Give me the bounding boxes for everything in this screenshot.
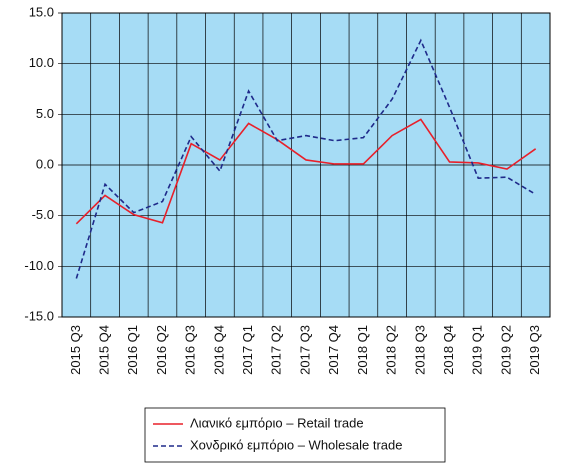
x-tick-label: 2017 Q1 <box>240 325 255 375</box>
x-tick-label: 2015 Q4 <box>96 325 111 375</box>
y-tick-label: 10.0 <box>29 55 54 70</box>
y-tick-label: 0.0 <box>36 156 54 171</box>
x-tick-label: 2016 Q4 <box>211 325 226 375</box>
x-tick-label: 2016 Q1 <box>125 325 140 375</box>
legend-label: Λιανικό εμπόριο – Retail trade <box>190 415 364 430</box>
x-tick-label: 2017 Q2 <box>269 325 284 375</box>
plot-border <box>61 12 551 318</box>
x-tick-label: 2016 Q2 <box>154 325 169 375</box>
y-tick-label: 15.0 <box>29 4 54 19</box>
y-tick-label: 5.0 <box>36 106 54 121</box>
x-tick-label: 2015 Q3 <box>68 325 83 375</box>
x-tick-label: 2018 Q1 <box>355 325 370 375</box>
series-line <box>75 38 537 279</box>
y-tick-label: -15.0 <box>24 308 54 323</box>
series-line <box>75 118 537 225</box>
y-tick-label: -5.0 <box>32 207 54 222</box>
x-tick-label: 2019 Q1 <box>470 325 485 375</box>
legend-box <box>144 407 446 463</box>
x-tick-label: 2017 Q3 <box>297 325 312 375</box>
x-tick-label: 2017 Q4 <box>326 325 341 375</box>
x-tick-label: 2018 Q2 <box>384 325 399 375</box>
legend-label: Χονδρικό εμπόριο – Wholesale trade <box>190 437 403 452</box>
x-tick-label: 2016 Q3 <box>183 325 198 375</box>
x-tick-label: 2019 Q3 <box>527 325 542 375</box>
x-tick-label: 2018 Q3 <box>412 325 427 375</box>
x-tick-label: 2018 Q4 <box>441 325 456 375</box>
x-tick-label: 2019 Q2 <box>498 325 513 375</box>
y-tick-label: -10.0 <box>24 258 54 273</box>
